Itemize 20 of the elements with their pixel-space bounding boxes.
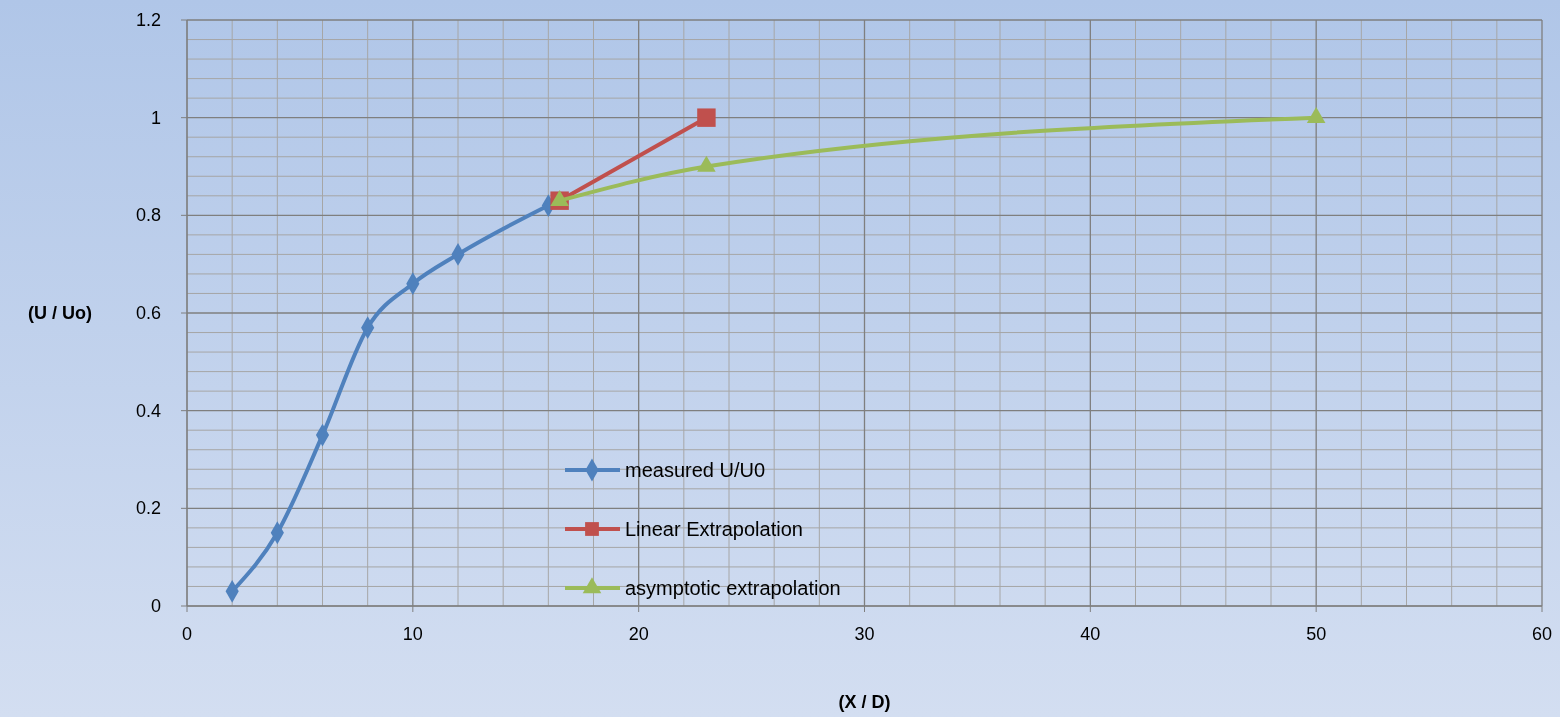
y-tick-label: 0.2 [135, 498, 161, 519]
y-tick-label: 1.2 [135, 10, 161, 30]
y-tick-label: 0.6 [135, 303, 161, 323]
x-axis-title: (X / D) [838, 692, 891, 712]
point [697, 108, 716, 127]
x-tick-label: 60 [1531, 624, 1553, 644]
y-tick-label: 0 [150, 596, 161, 616]
x-tick-label: 30 [854, 624, 875, 644]
x-tick-label: 0 [181, 624, 193, 644]
x-tick-label: 40 [1080, 624, 1101, 644]
y-axis-title: (U / Uo) [28, 303, 92, 323]
y-tick-label: 0.8 [135, 205, 161, 226]
x-tick-label: 50 [1306, 624, 1327, 644]
y-tick-label: 1 [150, 107, 161, 128]
legend-label: Linear Extrapolation [625, 518, 803, 540]
legend-label: measured U/U0 [625, 459, 766, 481]
y-tick-label: 0.4 [135, 400, 161, 421]
x-tick-label: 20 [628, 624, 649, 644]
legend-label: asymptotic extrapolation [625, 577, 841, 599]
x-tick-label: 10 [402, 624, 423, 644]
